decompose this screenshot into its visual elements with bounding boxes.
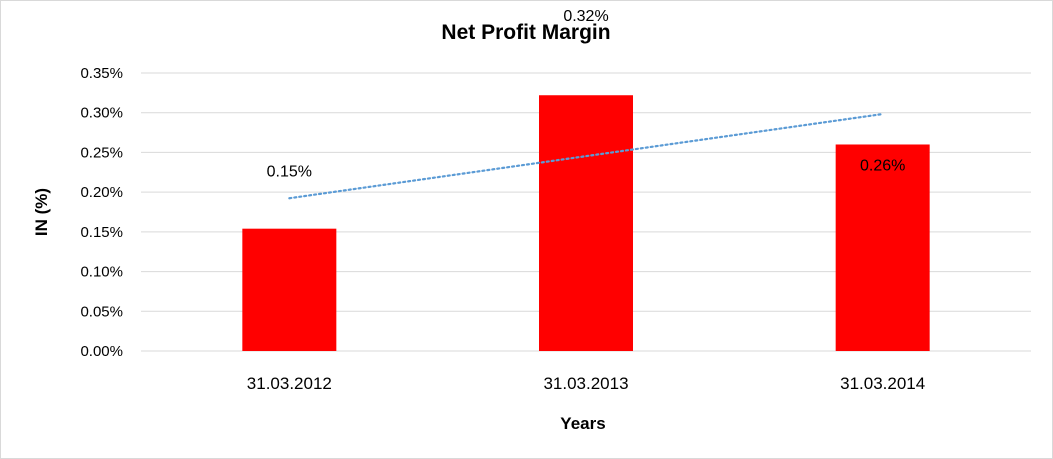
y-tick-label: 0.35%: [80, 65, 123, 82]
x-tick-label: 31.03.2013: [543, 374, 628, 393]
data-label: 0.26%: [860, 157, 905, 174]
bars: [242, 95, 930, 352]
data-label: 0.32%: [563, 8, 608, 25]
trendline: [288, 112, 884, 200]
y-tick-label: 0.30%: [80, 105, 123, 122]
y-tick-label: 0.25%: [80, 144, 123, 161]
data-label: 0.15%: [267, 164, 312, 181]
data-labels: 0.15% 0.32% 0.26%: [267, 8, 906, 180]
x-tick-label: 31.03.2014: [840, 374, 925, 393]
bar: [242, 228, 337, 351]
y-axis-ticks: 0.00% 0.05% 0.10% 0.15% 0.20% 0.25% 0.30% 0.35%: [80, 65, 123, 360]
bar: [835, 144, 930, 351]
y-tick-label: 0.05%: [80, 303, 123, 320]
x-tick-label: 31.03.2012: [247, 374, 332, 393]
y-tick-label: 0.20%: [80, 184, 123, 201]
y-tick-label: 0.15%: [80, 224, 123, 241]
bar: [539, 95, 633, 352]
y-axis-title: IN (%): [32, 188, 51, 236]
trendline-layer: [288, 112, 884, 200]
chart-title: Net Profit Margin: [441, 21, 610, 44]
x-axis-ticks: 31.03.2012 31.03.2013 31.03.2014: [247, 374, 925, 393]
x-axis-title: Years: [560, 414, 605, 433]
y-tick-label: 0.10%: [80, 264, 123, 281]
y-tick-label: 0.00%: [80, 343, 123, 360]
